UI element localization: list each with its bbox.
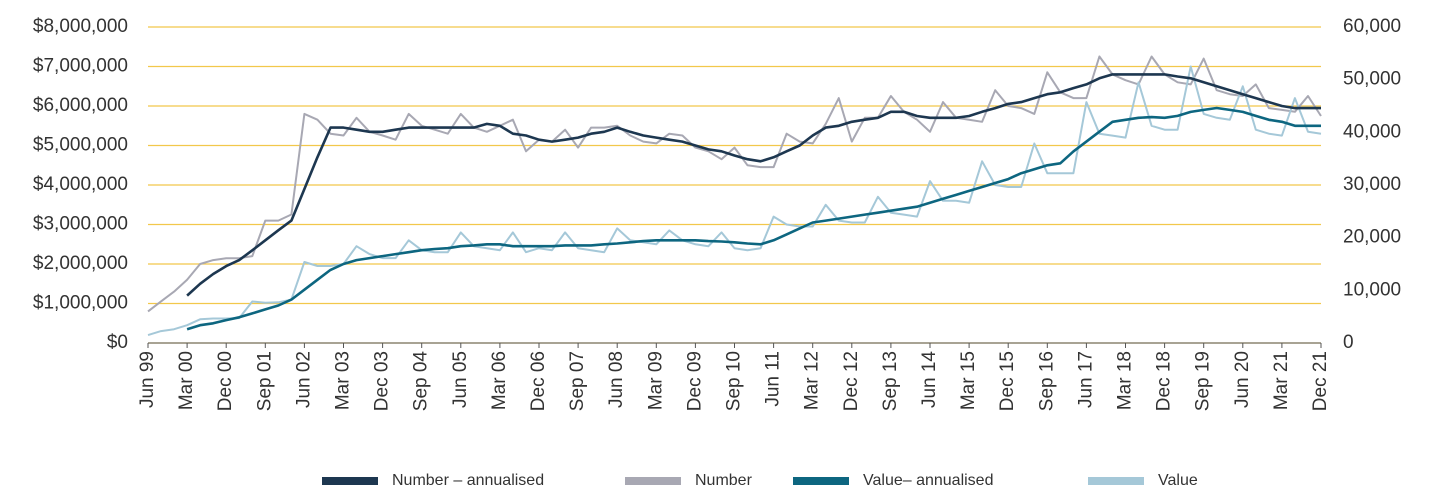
x-tick-label: Jun 20 bbox=[1232, 351, 1253, 408]
legend-label: Value bbox=[1158, 472, 1198, 489]
x-tick-label: Jun 02 bbox=[293, 351, 314, 408]
legend-label: Value– annualised bbox=[863, 472, 993, 489]
legend-swatch bbox=[793, 477, 849, 485]
y-tick-label: $4,000,000 bbox=[33, 174, 128, 195]
legend-label: Number bbox=[695, 472, 753, 489]
x-tick-label: Dec 12 bbox=[841, 351, 862, 411]
legend-label: Number – annualised bbox=[392, 472, 544, 489]
y-tick-label: $1,000,000 bbox=[33, 293, 128, 314]
x-tick-label: Mar 18 bbox=[1115, 351, 1136, 410]
x-tick-label: Jun 14 bbox=[919, 351, 940, 408]
y-tick-label: $0 bbox=[107, 332, 128, 353]
series-line bbox=[147, 55, 1322, 313]
y2-tick-label: 30,000 bbox=[1343, 174, 1401, 195]
x-tick-label: Sep 07 bbox=[567, 351, 588, 411]
y-tick-label: $2,000,000 bbox=[33, 253, 128, 274]
x-tick-label: Mar 03 bbox=[333, 351, 354, 410]
x-tick-label: Dec 09 bbox=[684, 351, 705, 411]
x-tick-label: Sep 19 bbox=[1193, 351, 1214, 411]
y-tick-label: $8,000,000 bbox=[33, 16, 128, 37]
series-line bbox=[186, 73, 1321, 297]
y2-tick-label: 60,000 bbox=[1343, 16, 1401, 37]
legend-swatch bbox=[625, 477, 681, 485]
x-tick-label: Jun 11 bbox=[763, 351, 784, 407]
x-tick-label: Mar 15 bbox=[958, 351, 979, 410]
x-tick-label: Dec 18 bbox=[1154, 351, 1175, 411]
x-tick-label: Sep 13 bbox=[880, 351, 901, 411]
series-line bbox=[186, 106, 1321, 331]
x-tick-label: Jun 05 bbox=[450, 351, 471, 408]
x-tick-label: Jun 99 bbox=[137, 351, 158, 408]
x-tick-label: Mar 00 bbox=[176, 351, 197, 410]
y-tick-label: $6,000,000 bbox=[33, 95, 128, 116]
x-tick-label: Sep 10 bbox=[724, 351, 745, 411]
series-line bbox=[147, 65, 1322, 337]
y2-tick-label: 20,000 bbox=[1343, 227, 1401, 248]
x-tick-label: Mar 21 bbox=[1271, 351, 1292, 410]
y2-tick-label: 40,000 bbox=[1343, 121, 1401, 142]
x-tick-label: Mar 09 bbox=[645, 351, 666, 410]
x-tick-label: Dec 21 bbox=[1310, 351, 1331, 411]
x-tick-label: Jun 17 bbox=[1075, 351, 1096, 408]
x-tick-label: Dec 03 bbox=[372, 351, 393, 411]
legend-swatch bbox=[1088, 477, 1144, 485]
x-tick-label: Sep 04 bbox=[411, 351, 432, 412]
x-tick-label: Mar 06 bbox=[489, 351, 510, 410]
x-tick-label: Dec 15 bbox=[997, 351, 1018, 411]
y2-tick-label: 10,000 bbox=[1343, 279, 1401, 300]
y2-tick-label: 50,000 bbox=[1343, 69, 1401, 90]
y-tick-label: $5,000,000 bbox=[33, 135, 128, 156]
x-tick-label: Jun 08 bbox=[606, 351, 627, 408]
x-tick-label: Mar 12 bbox=[802, 351, 823, 410]
x-tick-label: Sep 01 bbox=[254, 351, 275, 411]
x-tick-label: Dec 06 bbox=[528, 351, 549, 411]
y-tick-label: $7,000,000 bbox=[33, 56, 128, 77]
x-tick-label: Dec 00 bbox=[215, 351, 236, 411]
legend-swatch bbox=[322, 477, 378, 485]
y2-tick-label: 0 bbox=[1343, 332, 1354, 353]
x-tick-label: Sep 16 bbox=[1036, 351, 1057, 411]
y-tick-label: $3,000,000 bbox=[33, 214, 128, 235]
